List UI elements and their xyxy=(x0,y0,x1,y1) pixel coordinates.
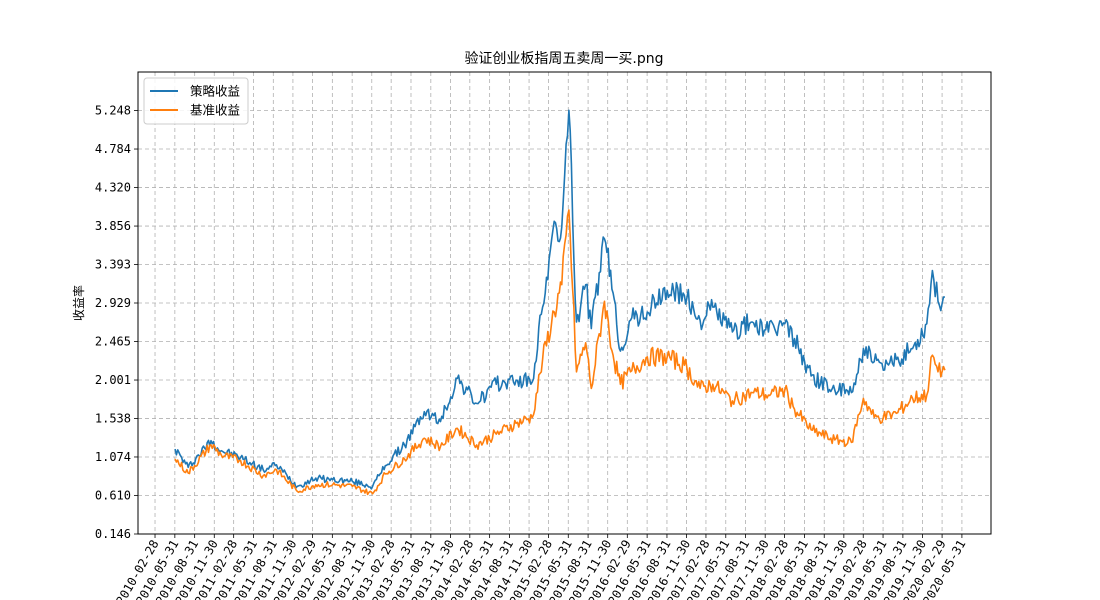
y-tick-label: 2.001 xyxy=(95,373,131,387)
y-tick-label: 2.465 xyxy=(95,335,131,349)
series-line-strategy xyxy=(174,109,945,490)
legend: 策略收益 基准收益 xyxy=(143,77,249,125)
y-tick-label: 1.074 xyxy=(95,450,131,464)
y-tick-label: 5.248 xyxy=(95,104,131,118)
y-axis: 0.146 0.610 1.074 1.538 2.001 2.465 2.929 3.393… xyxy=(95,104,138,541)
plot-area xyxy=(174,109,946,496)
y-tick-label: 1.538 xyxy=(95,411,131,425)
x-axis: 2010-02-282010-05-312010-08-312010-11-30… xyxy=(113,534,969,600)
legend-label-benchmark: 基准收益 xyxy=(190,103,240,118)
y-tick-label: 3.856 xyxy=(95,219,131,233)
y-tick-label: 4.320 xyxy=(95,181,131,195)
legend-box xyxy=(143,77,249,125)
grid xyxy=(138,72,991,535)
y-tick-label: 4.784 xyxy=(95,142,131,156)
y-tick-label: 2.929 xyxy=(95,296,131,310)
chart-title: 验证创业板指周五卖周一买.png xyxy=(464,51,663,67)
series-line-benchmark xyxy=(174,209,946,496)
y-tick-label: 3.393 xyxy=(95,257,131,271)
legend-label-strategy: 策略收益 xyxy=(190,84,240,99)
y-tick-label: 0.146 xyxy=(95,527,131,541)
y-axis-label: 收益率 xyxy=(71,285,86,321)
y-tick-label: 0.610 xyxy=(95,488,131,502)
